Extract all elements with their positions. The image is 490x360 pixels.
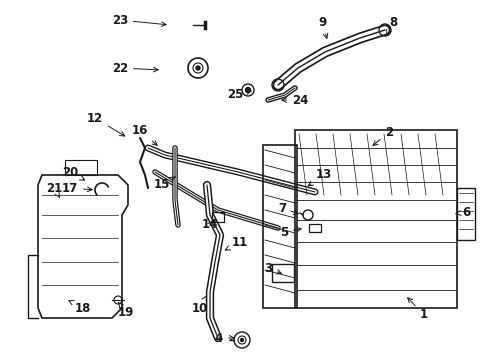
Text: 6: 6 [456,206,470,219]
Text: 12: 12 [87,112,124,136]
Text: 11: 11 [225,235,248,250]
Circle shape [241,338,244,342]
Text: 8: 8 [387,15,397,35]
Bar [295,130,457,308]
Text: 24: 24 [282,94,308,107]
Text: 4: 4 [215,332,234,345]
Text: 15: 15 [154,177,175,192]
Text: 17: 17 [62,181,92,194]
Bar [457,188,475,240]
Text: 1: 1 [408,298,428,321]
Circle shape [196,66,200,70]
Text: 14: 14 [201,219,218,231]
Text: 20: 20 [62,166,85,180]
Bar [212,212,224,222]
Bar [272,264,294,282]
Text: 13: 13 [308,168,332,186]
Text: 18: 18 [69,301,91,315]
Text: 23: 23 [112,13,166,27]
Text: 3: 3 [264,261,281,274]
Text: 21: 21 [46,181,62,197]
Text: 22: 22 [112,62,158,75]
Text: 5: 5 [280,225,301,238]
Circle shape [245,87,250,93]
Bar [309,224,321,232]
Text: 19: 19 [118,302,134,319]
Text: 7: 7 [278,202,298,215]
Text: 2: 2 [373,126,393,145]
Bar [65,160,97,175]
Text: 16: 16 [132,123,157,145]
Text: 9: 9 [318,15,328,38]
Text: 25: 25 [227,89,251,102]
Bar [263,145,297,308]
Text: 10: 10 [192,296,208,315]
